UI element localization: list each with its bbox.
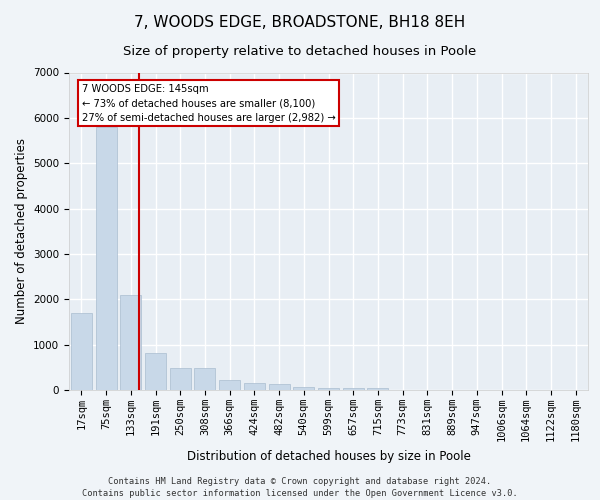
Bar (194, 368, 215, 390)
Bar (170, 368, 191, 390)
Bar (269, 384, 290, 390)
Text: Size of property relative to detached houses in Poole: Size of property relative to detached ho… (124, 45, 476, 58)
Bar (219, 380, 240, 390)
Bar (120, 294, 141, 390)
Text: Contains HM Land Registry data © Crown copyright and database right 2024.
Contai: Contains HM Land Registry data © Crown c… (82, 476, 518, 498)
Y-axis label: Number of detached properties: Number of detached properties (14, 138, 28, 324)
Bar (318, 388, 339, 390)
Text: 7, WOODS EDGE, BROADSTONE, BH18 8EH: 7, WOODS EDGE, BROADSTONE, BH18 8EH (134, 15, 466, 30)
Bar (145, 353, 166, 390)
X-axis label: Distribution of detached houses by size in Poole: Distribution of detached houses by size … (187, 450, 470, 462)
Text: 7 WOODS EDGE: 145sqm
← 73% of detached houses are smaller (8,100)
27% of semi-de: 7 WOODS EDGE: 145sqm ← 73% of detached h… (82, 84, 335, 122)
Bar (343, 388, 364, 390)
Bar (293, 386, 314, 390)
Bar (367, 388, 388, 390)
Bar (244, 383, 265, 390)
Bar (71, 313, 92, 390)
Bar (95, 127, 116, 390)
